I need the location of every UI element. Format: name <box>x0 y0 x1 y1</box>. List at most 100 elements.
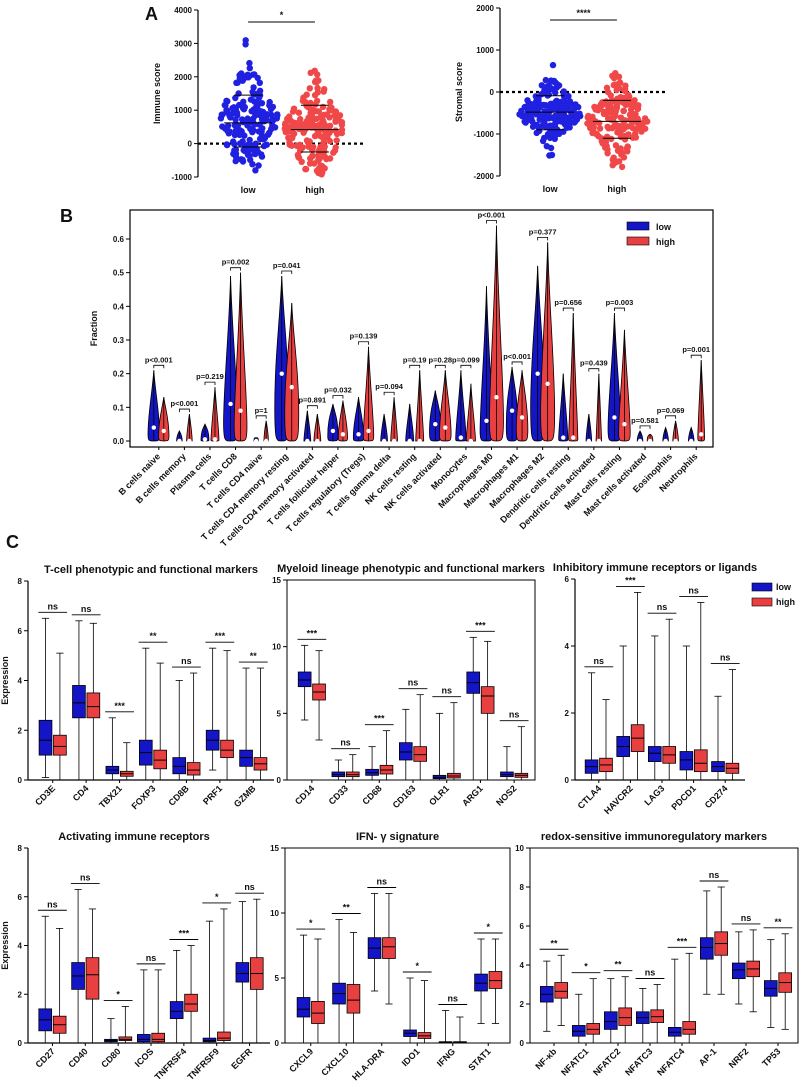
pvalue-bracket <box>486 220 497 224</box>
x-category-label: CD163 <box>391 783 418 810</box>
x-category-label: CXCL9 <box>287 1046 315 1074</box>
data-point <box>232 122 240 129</box>
significance-label: *** <box>677 936 688 946</box>
data-point <box>307 69 314 77</box>
data-point <box>259 125 266 132</box>
data-point <box>604 115 612 122</box>
data-point <box>618 163 626 171</box>
box-iqr <box>554 982 568 999</box>
significance-label: ns <box>645 968 656 978</box>
data-point <box>557 98 564 106</box>
x-category-label: PDCD1 <box>669 783 698 812</box>
data-point <box>232 116 239 124</box>
pvalue-label: p<0.001 <box>145 355 173 364</box>
significance-label: *** <box>625 575 636 585</box>
panel-title: T-cell phenotypic and functional markers <box>44 564 258 576</box>
data-point <box>260 113 267 120</box>
median-point <box>263 438 269 444</box>
median-point <box>202 437 208 442</box>
data-point <box>296 141 303 148</box>
legend-label-low: low <box>776 582 792 592</box>
data-point <box>537 116 544 123</box>
plot-frame <box>286 579 536 781</box>
data-point <box>309 107 317 114</box>
pvalue-bracket <box>537 236 549 241</box>
significance-label: ns <box>441 686 452 696</box>
box-iqr <box>85 957 100 1000</box>
x-category-label: TP53 <box>760 1046 782 1068</box>
significance-label: ** <box>343 903 351 913</box>
y-tick-label: 0.1 <box>113 403 125 412</box>
pvalue-bracket <box>434 364 446 369</box>
panel-title: redox-sensitive immunoregulatory markers <box>541 831 767 843</box>
data-point <box>560 91 567 98</box>
data-point <box>311 92 319 99</box>
pvalue-bracket <box>332 395 344 399</box>
median-point <box>535 371 540 376</box>
data-point <box>607 103 614 110</box>
x-category-label: low <box>241 185 257 195</box>
median-point <box>699 432 704 437</box>
x-category-label: HLA-DRA <box>350 1046 386 1082</box>
data-point <box>306 85 313 92</box>
y-tick-label: 0.3 <box>113 336 125 345</box>
data-point <box>552 98 559 106</box>
significance-label: ns <box>657 602 668 612</box>
pvalue-label: p=1 <box>255 406 268 415</box>
data-point <box>528 115 535 122</box>
box-iqr <box>618 1007 632 1026</box>
pvalue-label: p=0.28 <box>429 355 453 364</box>
data-point <box>294 151 302 159</box>
box-iqr <box>72 685 86 719</box>
x-category-label: CXCL10 <box>319 1046 350 1077</box>
data-point <box>236 101 243 109</box>
median-point <box>381 438 387 444</box>
data-point <box>302 98 309 106</box>
median-point <box>612 415 617 420</box>
x-category-label: GZMB <box>232 783 258 809</box>
x-category-label: ARG1 <box>460 783 485 808</box>
median-point <box>407 438 412 444</box>
median-point <box>468 438 474 444</box>
data-point <box>310 143 317 151</box>
data-point <box>246 59 253 67</box>
x-category-label: NFATC4 <box>655 1046 686 1077</box>
data-point <box>298 121 305 128</box>
data-point <box>609 124 616 132</box>
y-tick-label: 8 <box>18 577 23 586</box>
significance-label: *** <box>179 929 190 939</box>
median-point <box>622 421 627 427</box>
median-point <box>637 438 643 444</box>
data-point <box>525 101 532 109</box>
data-point <box>567 113 574 121</box>
y-tick-label: -1000 <box>474 130 495 139</box>
significance-label: ns <box>81 604 92 614</box>
y-tick-label: 5 <box>275 974 280 983</box>
data-point <box>619 98 626 106</box>
data-point <box>591 103 598 111</box>
pvalue-label: p=0.891 <box>298 396 326 405</box>
data-point <box>239 117 246 124</box>
panel-letter-b: B <box>60 206 73 226</box>
significance-label: ** <box>250 651 258 661</box>
significance-label: ns <box>594 656 605 666</box>
y-tick-label: 2000 <box>476 4 494 13</box>
significance-label: ns <box>408 678 419 688</box>
box-iqr <box>480 686 495 714</box>
data-point <box>624 148 631 155</box>
x-category-label: OLR1 <box>427 783 451 807</box>
x-category-label: ICOS <box>133 1046 156 1069</box>
data-point <box>618 149 625 156</box>
box-iqr <box>220 739 234 759</box>
data-point <box>319 149 326 156</box>
pvalue-bracket <box>178 408 190 413</box>
significance-label: ns <box>509 710 520 720</box>
data-point <box>242 41 249 48</box>
pvalue-label: p=0.439 <box>580 359 608 368</box>
pvalue-bracket <box>230 267 241 271</box>
data-point <box>530 106 537 113</box>
box-iqr <box>679 751 694 771</box>
data-point <box>231 140 238 148</box>
median-point <box>177 438 182 444</box>
data-point <box>239 138 246 145</box>
